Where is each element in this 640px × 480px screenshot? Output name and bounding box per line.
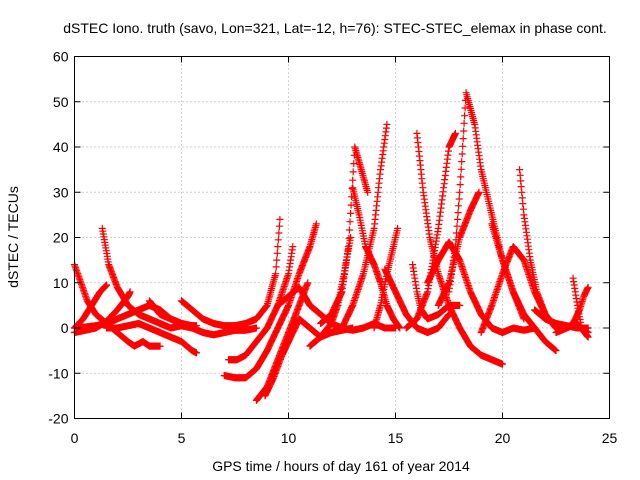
data-point	[453, 222, 461, 230]
y-tick-label: 0	[61, 320, 69, 336]
data-point	[459, 142, 467, 150]
x-tick-label: 0	[71, 430, 79, 446]
data-point	[456, 181, 464, 189]
y-tick-label: 20	[53, 230, 69, 246]
series-arc-24	[445, 89, 528, 323]
y-tick-label: -10	[48, 365, 68, 381]
data-point	[344, 243, 352, 251]
data-point	[275, 229, 283, 237]
data-point	[456, 188, 464, 196]
data-point	[345, 234, 353, 242]
y-tick-label: 40	[53, 139, 69, 155]
data-points	[71, 89, 592, 404]
x-axis: 0 5 10 15 20 25	[71, 56, 618, 446]
data-point	[519, 200, 527, 208]
data-point	[454, 209, 462, 217]
y-axis-label: dSTEC / TECUs	[5, 186, 21, 288]
y-tick-label: 30	[53, 184, 69, 200]
data-point	[460, 119, 468, 127]
data-point	[126, 288, 134, 296]
data-point	[304, 279, 312, 287]
data-point	[103, 281, 111, 289]
data-point	[349, 168, 357, 176]
data-point	[524, 267, 532, 275]
data-point	[289, 243, 297, 251]
data-point	[364, 188, 372, 196]
data-point	[276, 215, 284, 223]
y-tick-label: 60	[53, 49, 69, 65]
data-point	[347, 201, 355, 209]
data-point	[193, 349, 200, 357]
data-point	[274, 236, 282, 244]
data-point	[272, 263, 280, 271]
y-axis: -20 -10 0 10 20 30 40 50 60	[48, 49, 610, 427]
x-tick-label: 15	[388, 430, 404, 446]
data-point	[460, 127, 468, 135]
series-arc-6	[103, 320, 200, 357]
data-point	[458, 158, 466, 166]
data-point	[455, 202, 463, 210]
data-point	[272, 270, 280, 278]
data-point	[349, 176, 357, 184]
data-point	[455, 195, 463, 203]
chart-title: dSTEC Iono. truth (savo, Lon=321, Lat=-1…	[63, 20, 607, 36]
data-point	[347, 209, 355, 217]
x-tick-label: 25	[602, 430, 618, 446]
data-point	[516, 166, 524, 174]
x-tick-label: 20	[495, 430, 511, 446]
data-point	[461, 112, 469, 120]
data-point	[82, 292, 90, 300]
data-point	[346, 218, 354, 226]
y-tick-label: 50	[53, 94, 69, 110]
series-arc-9	[225, 243, 297, 364]
grid	[74, 56, 610, 419]
y-tick-label: 10	[53, 275, 69, 291]
x-tick-label: 10	[281, 430, 297, 446]
x-axis-label: GPS time / hours of day 161 of year 2014	[212, 458, 470, 474]
data-point	[312, 220, 320, 228]
series-arc-7	[145, 297, 260, 339]
data-point	[569, 274, 577, 282]
data-point	[350, 160, 358, 168]
data-point	[252, 324, 260, 332]
data-point	[458, 150, 466, 158]
data-point	[347, 234, 355, 241]
data-point	[275, 222, 283, 230]
x-tick-label: 5	[178, 430, 186, 446]
data-point	[346, 226, 353, 234]
data-point	[454, 215, 462, 223]
data-point	[156, 342, 164, 350]
data-point	[457, 165, 465, 173]
series-arc-8	[178, 215, 284, 330]
data-point	[74, 271, 82, 279]
data-point	[274, 243, 282, 251]
data-point	[383, 120, 391, 128]
data-point	[273, 249, 281, 257]
data-point	[459, 135, 467, 143]
data-point	[457, 173, 465, 181]
y-tick-label: -20	[48, 411, 68, 427]
series-arc-15	[317, 143, 372, 327]
data-point	[273, 256, 281, 264]
